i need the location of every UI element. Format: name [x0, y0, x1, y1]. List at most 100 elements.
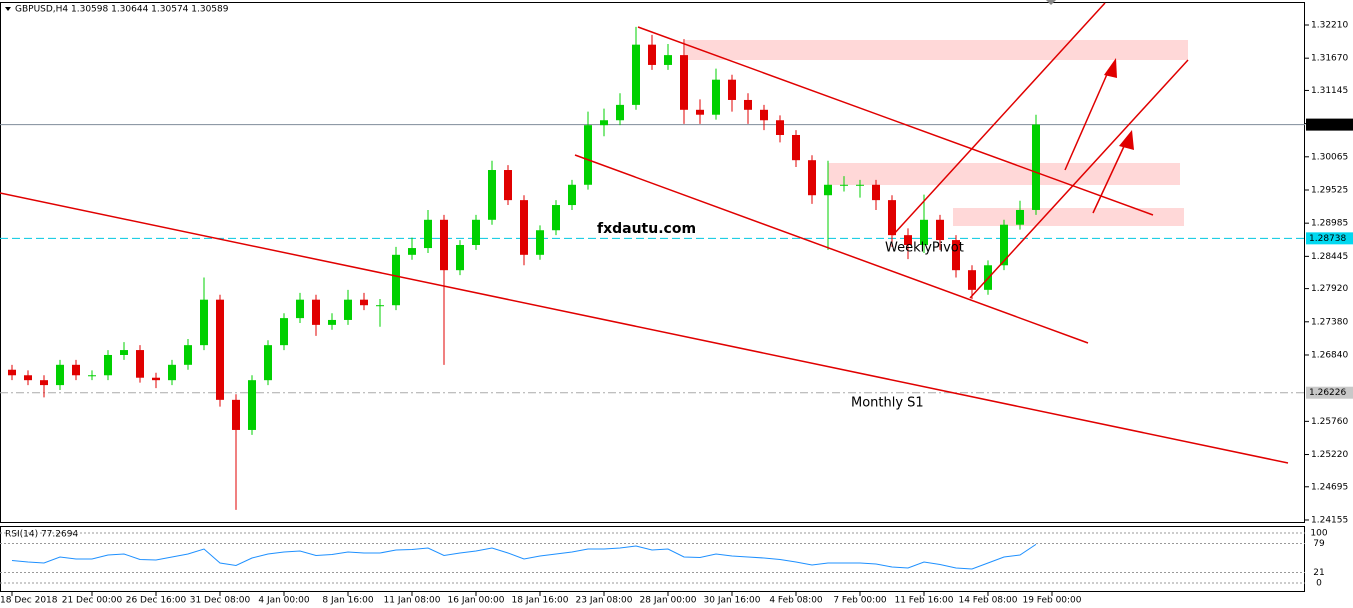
x-tick-label: 14 Feb 08:00	[958, 596, 1017, 606]
x-tick-label: 31 Dec 08:00	[190, 596, 251, 606]
candle-body	[488, 170, 496, 220]
candle-body	[56, 364, 64, 386]
candle-body	[552, 205, 560, 231]
y-tick-label: 1.24155	[1311, 515, 1348, 525]
y-tick-label: 1.30065	[1311, 152, 1348, 162]
candle-body	[424, 219, 432, 249]
candle-body	[504, 170, 512, 201]
arrow-head	[1104, 58, 1117, 78]
candle-body	[1016, 209, 1024, 225]
candle-body	[360, 299, 368, 306]
candle-body	[200, 299, 208, 346]
candle-body	[408, 248, 416, 255]
candle-body	[888, 200, 896, 236]
y-tick-label: 1.26840	[1311, 350, 1348, 360]
x-tick-label: 21 Dec 00:00	[62, 596, 123, 606]
candle-body	[520, 200, 528, 255]
candle-body	[248, 380, 256, 430]
y-tick-label: 1.27380	[1311, 317, 1348, 327]
candle-body	[72, 364, 80, 376]
y-tick-label: 1.25760	[1311, 417, 1348, 427]
candle-body	[696, 109, 704, 115]
candle-body	[648, 44, 656, 65]
candle-body	[168, 364, 176, 381]
candle-body	[904, 235, 912, 245]
candle-body	[8, 369, 16, 376]
x-tick-label: 19 Feb 00:00	[1022, 596, 1081, 606]
trendlines	[0, 2, 1289, 464]
candle-body	[280, 318, 288, 346]
candle-body	[184, 345, 192, 365]
y-tick-label: 1.31145	[1311, 86, 1348, 96]
candle-body	[728, 79, 736, 100]
chart-header: GBPUSD,H4 1.30598 1.30644 1.30574 1.3058…	[15, 5, 229, 15]
candle-body	[24, 375, 32, 381]
y-tick-label: 1.24695	[1311, 482, 1348, 492]
trendline	[0, 192, 1289, 464]
price-label-box	[1306, 118, 1353, 131]
arrow-head	[1119, 130, 1134, 150]
y-tick-label: 1.31670	[1311, 54, 1348, 64]
candle-body	[584, 125, 592, 185]
y-tick-label: 1.29525	[1311, 185, 1348, 195]
candle-body	[312, 299, 320, 325]
candle-body	[792, 134, 800, 161]
y-tick-label: 1.32210	[1311, 20, 1348, 30]
annotation: WeeklyPivot	[885, 241, 964, 256]
x-tick-label: 18 Dec 2018	[0, 596, 58, 606]
candle-body	[776, 120, 784, 135]
trendline	[892, 2, 1106, 236]
candle-body	[456, 244, 464, 271]
candle-body	[232, 399, 240, 430]
rsi-tick-label: 21	[1313, 568, 1324, 578]
candle-body	[856, 184, 864, 186]
candle-body	[568, 184, 576, 206]
x-tick-label: 28 Jan 00:00	[640, 596, 697, 606]
dropdown-icon[interactable]	[5, 7, 11, 11]
y-tick-label: 1.27920	[1311, 284, 1348, 294]
candle-body	[920, 219, 928, 245]
x-tick-label: 7 Feb 00:00	[833, 596, 887, 606]
candle-body	[88, 375, 96, 377]
candle-body	[632, 44, 640, 105]
candle-body	[600, 120, 608, 126]
rsi-tick-label: 79	[1313, 539, 1325, 549]
price-panel	[0, 2, 1305, 523]
candle-body	[152, 377, 160, 381]
candle-body	[616, 104, 624, 121]
candle-body	[376, 305, 384, 307]
price-label-box	[1306, 232, 1353, 245]
candle-body	[664, 55, 672, 65]
zone	[953, 208, 1184, 226]
plot	[0, 26, 1305, 510]
candle-body	[936, 219, 944, 241]
candle-body	[216, 299, 224, 400]
rsi-panel	[0, 526, 1305, 592]
annotation: Monthly S1	[851, 396, 924, 411]
x-tick-label: 23 Jan 08:00	[576, 596, 633, 606]
x-tick-label: 11 Feb 16:00	[894, 596, 953, 606]
y-tick-label: 1.25220	[1311, 450, 1348, 460]
rsi-tick-label: 100	[1310, 529, 1327, 539]
candle-body	[952, 240, 960, 271]
candle-body	[40, 380, 48, 386]
candle-body	[136, 350, 144, 378]
candle-body	[808, 160, 816, 196]
rsi-tick-label: 0	[1316, 579, 1322, 589]
annotation: fxdautu.com	[597, 221, 696, 237]
trendline	[637, 26, 1154, 216]
x-tick-label: 16 Jan 00:00	[448, 596, 505, 606]
candle-body	[104, 354, 112, 376]
candle-body	[344, 299, 352, 320]
zones	[685, 40, 1188, 226]
candle-body	[824, 184, 832, 196]
candle-body	[536, 230, 544, 255]
candle-body	[120, 350, 128, 355]
resistance-zone	[685, 40, 1188, 60]
x-tick-label: 11 Jan 08:00	[384, 596, 441, 606]
candle-body	[1000, 224, 1008, 266]
price-label: 1.26226	[1309, 388, 1346, 398]
arrow	[1064, 71, 1109, 171]
candle-body	[392, 254, 400, 306]
